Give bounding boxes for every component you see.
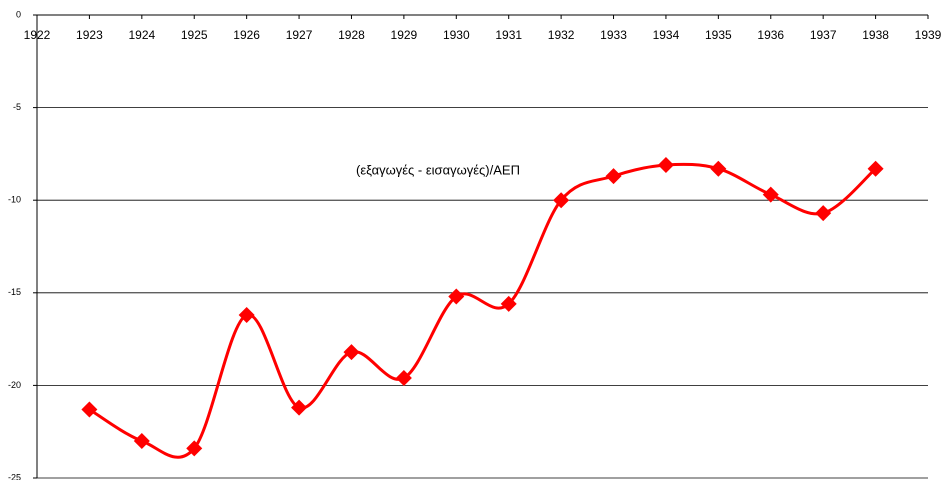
x-tick-label: 1927 bbox=[286, 28, 313, 42]
x-tick-label: 1926 bbox=[233, 28, 260, 42]
x-tick-label: 1922 bbox=[24, 28, 51, 42]
marker bbox=[553, 192, 570, 209]
x-tick-label: 1936 bbox=[757, 28, 784, 42]
x-tick-label: 1938 bbox=[862, 28, 889, 42]
series-line bbox=[88, 162, 877, 459]
y-tick-label: -5 bbox=[13, 102, 21, 112]
marker bbox=[395, 369, 412, 386]
marker bbox=[448, 288, 465, 305]
y-tick-label: -25 bbox=[8, 472, 21, 480]
marker bbox=[867, 160, 884, 177]
marker bbox=[238, 307, 255, 324]
y-tick-label: -15 bbox=[8, 287, 21, 297]
marker bbox=[815, 205, 832, 222]
x-tick-label: 1933 bbox=[600, 28, 627, 42]
y-tick-label: -10 bbox=[8, 195, 21, 205]
x-tick-label: 1934 bbox=[653, 28, 680, 42]
marker bbox=[710, 160, 727, 177]
x-tick-label: 1925 bbox=[181, 28, 208, 42]
x-tick-label: 1923 bbox=[76, 28, 103, 42]
marker bbox=[500, 295, 517, 312]
marker bbox=[291, 399, 308, 416]
y-tick-label: 0 bbox=[16, 9, 21, 19]
marker bbox=[762, 186, 779, 203]
x-tick-label: 1932 bbox=[548, 28, 575, 42]
x-tick-label: 1937 bbox=[810, 28, 837, 42]
series-label: (εξαγωγές - εισαγωγές)/ΑΕΠ bbox=[356, 162, 520, 177]
marker bbox=[657, 157, 674, 174]
x-tick-label: 1929 bbox=[391, 28, 418, 42]
x-tick-label: 1931 bbox=[495, 28, 522, 42]
x-tick-label: 1939 bbox=[915, 28, 942, 42]
x-tick-label: 1924 bbox=[128, 28, 155, 42]
marker bbox=[343, 344, 360, 361]
x-tick-label: 1928 bbox=[338, 28, 365, 42]
marker bbox=[186, 440, 203, 457]
marker bbox=[133, 432, 150, 449]
x-tick-label: 1930 bbox=[443, 28, 470, 42]
marker bbox=[81, 401, 98, 418]
marker bbox=[605, 168, 622, 185]
y-tick-label: -20 bbox=[8, 380, 21, 390]
x-tick-label: 1935 bbox=[705, 28, 732, 42]
